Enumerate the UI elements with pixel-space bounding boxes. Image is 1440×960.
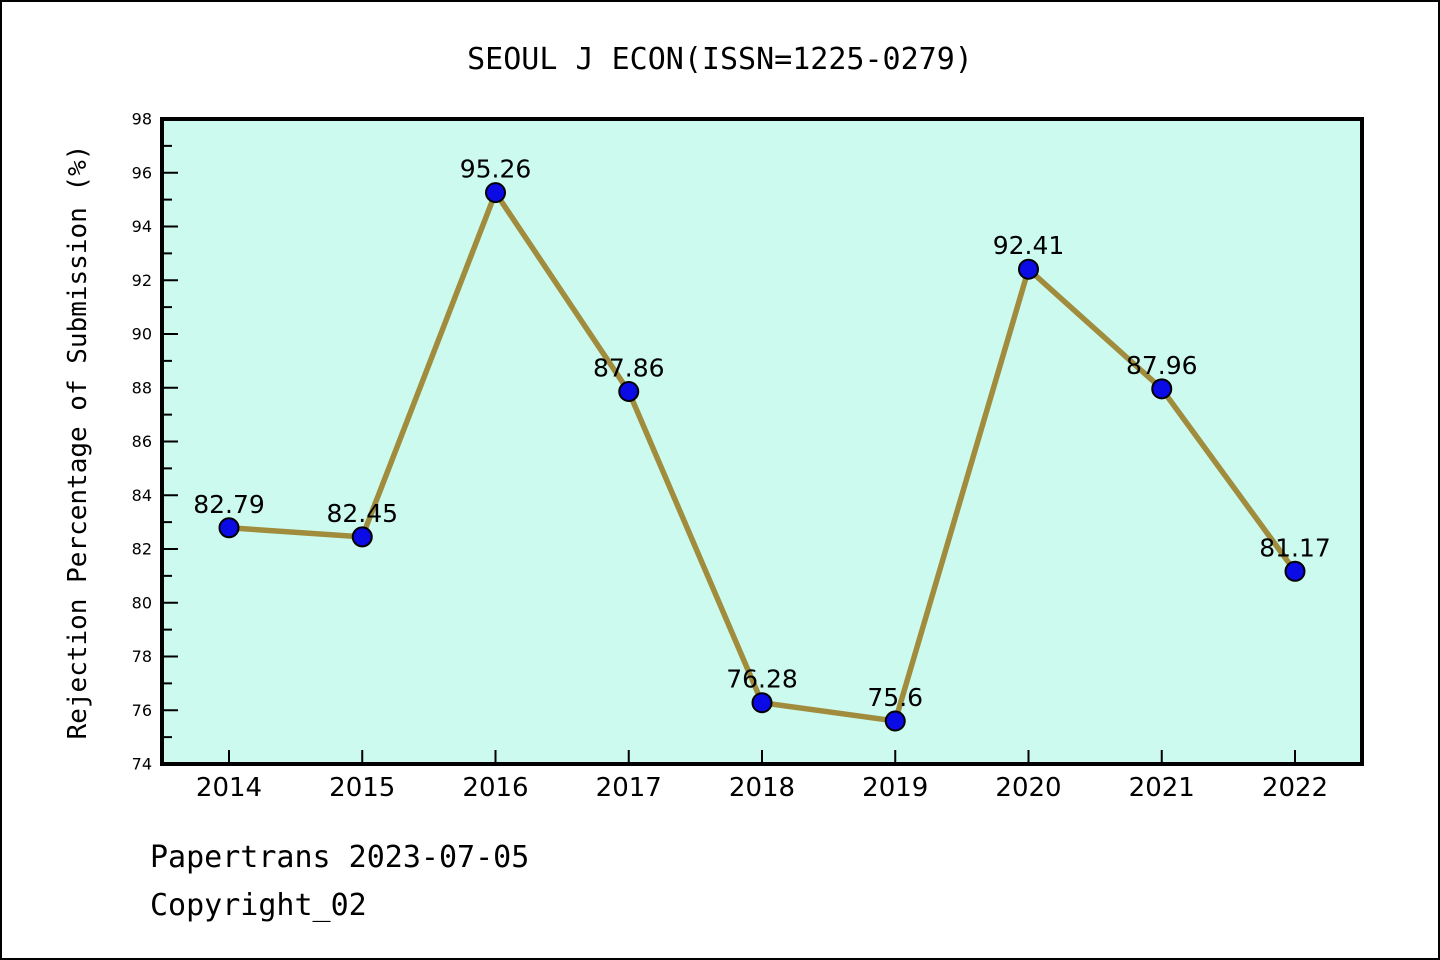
x-tick-label: 2015 bbox=[329, 773, 395, 803]
data-point bbox=[1151, 378, 1173, 400]
data-point-label: 82.79 bbox=[193, 490, 265, 519]
data-point bbox=[351, 526, 373, 548]
y-tick-label: 84 bbox=[132, 486, 152, 505]
y-tick-label: 96 bbox=[132, 163, 152, 182]
y-tick-label: 76 bbox=[132, 701, 152, 720]
y-tick-label: 98 bbox=[132, 110, 152, 129]
footer-papertrans-date: Papertrans 2023-07-05 bbox=[150, 840, 530, 875]
x-tick-label: 2020 bbox=[995, 773, 1061, 803]
data-point-label: 82.45 bbox=[326, 499, 398, 528]
y-tick-label: 74 bbox=[132, 755, 152, 774]
data-point bbox=[751, 692, 773, 714]
x-tick-label: 2019 bbox=[862, 773, 928, 803]
data-point bbox=[485, 182, 506, 204]
y-tick-label: 82 bbox=[132, 540, 152, 559]
y-tick-label: 94 bbox=[132, 217, 152, 236]
footer-copyright: Copyright_02 bbox=[150, 888, 367, 923]
data-point-label: 75.6 bbox=[867, 683, 923, 712]
x-tick-label: 2022 bbox=[1262, 773, 1328, 803]
y-tick-label: 92 bbox=[132, 271, 152, 290]
x-tick-label: 2017 bbox=[596, 773, 662, 803]
plot-area bbox=[160, 117, 1364, 766]
data-point bbox=[1018, 258, 1039, 280]
y-tick-label: 88 bbox=[132, 378, 152, 397]
data-point-label: 92.41 bbox=[993, 231, 1065, 260]
data-point-label: 95.26 bbox=[460, 155, 532, 184]
data-point bbox=[618, 381, 640, 403]
data-point bbox=[218, 517, 240, 539]
data-point bbox=[1284, 560, 1306, 582]
data-point-label: 87.96 bbox=[1126, 351, 1198, 380]
data-point-label: 76.28 bbox=[726, 665, 798, 694]
data-point-label: 81.17 bbox=[1259, 533, 1331, 562]
data-point bbox=[884, 710, 906, 732]
data-point-label: 87.86 bbox=[593, 354, 665, 383]
chart-title: SEOUL J ECON(ISSN=1225-0279) bbox=[467, 42, 973, 77]
y-tick-label: 80 bbox=[132, 593, 152, 612]
x-tick-label: 2014 bbox=[196, 773, 262, 803]
x-tick-label: 2021 bbox=[1129, 773, 1195, 803]
y-tick-label: 90 bbox=[132, 325, 152, 344]
y-tick-label: 86 bbox=[132, 432, 152, 451]
x-tick-label: 2016 bbox=[462, 773, 528, 803]
y-tick-label: 78 bbox=[132, 647, 152, 666]
x-tick-label: 2018 bbox=[729, 773, 795, 803]
